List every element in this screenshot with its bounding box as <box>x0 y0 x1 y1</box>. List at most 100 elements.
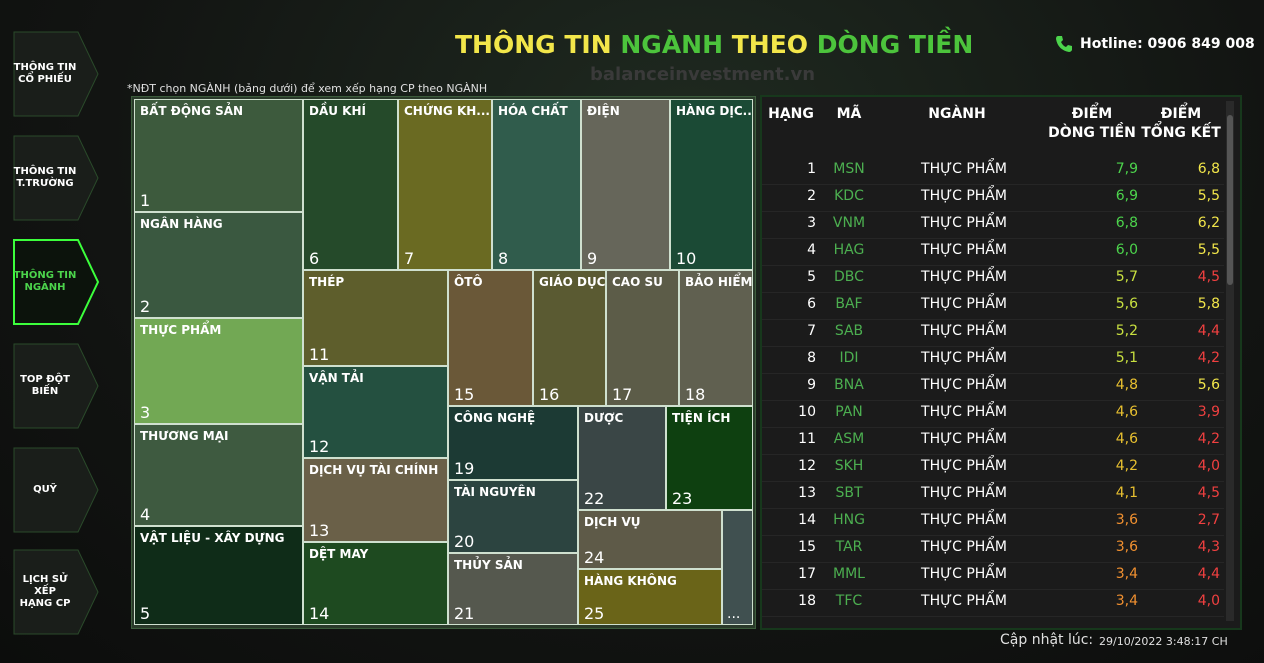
stock-code[interactable]: KDC <box>834 188 864 204</box>
flow-score[interactable]: 5,6 <box>1115 296 1138 312</box>
rank[interactable]: 14 <box>798 512 816 528</box>
stock-code[interactable]: DBC <box>834 269 864 285</box>
treemap-tile[interactable]: ÔTÔ 15 <box>448 270 533 406</box>
nav-button[interactable]: THÔNG TIN NGÀNH <box>12 238 102 326</box>
flow-score[interactable]: 4,6 <box>1115 431 1138 447</box>
sector[interactable]: THỰC PHẨM <box>921 458 1007 474</box>
stock-code[interactable]: MSN <box>833 161 865 177</box>
total-score[interactable]: 3,9 <box>1197 404 1220 420</box>
sector[interactable]: THỰC PHẨM <box>921 296 1007 312</box>
flow-score[interactable]: 3,6 <box>1115 539 1138 555</box>
total-score[interactable]: 4,4 <box>1197 566 1220 582</box>
treemap-tile[interactable]: VẬT LIỆU - XÂY DỰNG 5 <box>134 526 303 625</box>
total-score[interactable]: 4,2 <box>1197 350 1220 366</box>
nav-button[interactable]: TOP ĐỘT BIẾN <box>12 342 102 430</box>
stock-code[interactable]: PAN <box>835 404 863 420</box>
stock-code[interactable]: SKH <box>834 458 864 474</box>
total-score[interactable]: 4,0 <box>1197 593 1220 609</box>
treemap-tile[interactable]: TIỆN ÍCH 23 <box>666 406 753 510</box>
treemap-tile[interactable]: CÔNG NGHỆ 19 <box>448 406 578 480</box>
stock-code[interactable]: TFC <box>835 593 863 609</box>
rank[interactable]: 1 <box>807 161 816 177</box>
flow-score[interactable]: 4,2 <box>1115 458 1138 474</box>
treemap-tile[interactable]: GIÁO DỤC 16 <box>533 270 606 406</box>
total-score[interactable]: 4,0 <box>1197 458 1220 474</box>
flow-score[interactable]: 4,1 <box>1115 485 1138 501</box>
stock-code[interactable]: SAB <box>834 323 864 339</box>
stock-code[interactable]: VNM <box>832 215 866 231</box>
stock-code[interactable]: TAR <box>835 539 863 555</box>
treemap-tile[interactable]: HÀNG DỊC... 10 <box>670 99 753 270</box>
sector[interactable]: THỰC PHẨM <box>921 566 1007 582</box>
rank[interactable]: 2 <box>807 188 816 204</box>
treemap-tile[interactable]: HÀNG KHÔNG 25 <box>578 569 722 625</box>
sector[interactable]: THỰC PHẨM <box>921 350 1007 366</box>
treemap-tile[interactable]: DỊCH VỤ TÀI CHÍNH 13 <box>303 458 448 542</box>
flow-score[interactable]: 5,1 <box>1115 350 1138 366</box>
flow-score[interactable]: 6,9 <box>1115 188 1138 204</box>
treemap-tile[interactable]: THÉP 11 <box>303 270 448 366</box>
rank[interactable]: 10 <box>798 404 816 420</box>
sector[interactable]: THỰC PHẨM <box>921 215 1007 231</box>
stock-code[interactable]: HAG <box>833 242 865 258</box>
sector[interactable]: THỰC PHẨM <box>921 512 1007 528</box>
stock-code[interactable]: IDI <box>839 350 859 366</box>
stock-code[interactable]: BAF <box>835 296 863 312</box>
flow-score[interactable]: 4,8 <box>1115 377 1138 393</box>
total-score[interactable]: 2,7 <box>1197 512 1220 528</box>
treemap-tile[interactable]: DỊCH VỤ 24 <box>578 510 722 569</box>
total-score[interactable]: 4,5 <box>1197 269 1220 285</box>
treemap-tile[interactable]: CAO SU 17 <box>606 270 679 406</box>
stock-code[interactable]: SBT <box>835 485 863 501</box>
treemap-tile[interactable]: VẬN TẢI 12 <box>303 366 448 458</box>
sector[interactable]: THỰC PHẨM <box>921 269 1007 285</box>
total-score[interactable]: 4,4 <box>1197 323 1220 339</box>
rank[interactable]: 4 <box>807 242 816 258</box>
flow-score[interactable]: 5,7 <box>1115 269 1138 285</box>
treemap-tile[interactable]: TÀI NGUYÊN 20 <box>448 480 578 553</box>
sector[interactable]: THỰC PHẨM <box>921 404 1007 420</box>
sector[interactable]: THỰC PHẨM <box>921 323 1007 339</box>
treemap-tile[interactable]: DƯỢC 22 <box>578 406 666 510</box>
stock-code[interactable]: ASM <box>833 431 865 447</box>
flow-score[interactable]: 6,0 <box>1115 242 1138 258</box>
rank[interactable]: 9 <box>807 377 816 393</box>
total-score[interactable]: 5,5 <box>1197 242 1220 258</box>
nav-button[interactable]: LỊCH SỬ XẾP HẠNG CP <box>12 548 102 636</box>
rank[interactable]: 3 <box>807 215 816 231</box>
total-score[interactable]: 4,3 <box>1197 539 1220 555</box>
rank[interactable]: 7 <box>807 323 816 339</box>
sector[interactable]: THỰC PHẨM <box>921 161 1007 177</box>
treemap-tile[interactable]: THƯƠNG MẠI 4 <box>134 424 303 526</box>
treemap-tile[interactable]: BẢO HIỂM 18 <box>679 270 753 406</box>
sector[interactable]: THỰC PHẨM <box>921 539 1007 555</box>
treemap-tile[interactable]: THỦY SẢN 21 <box>448 553 578 625</box>
flow-score[interactable]: 7,9 <box>1115 161 1138 177</box>
nav-button[interactable]: THÔNG TIN CỔ PHIẾU <box>12 30 102 118</box>
rank[interactable]: 17 <box>798 566 816 582</box>
rank[interactable]: 18 <box>798 593 816 609</box>
stock-code[interactable]: MML <box>833 566 865 582</box>
rank[interactable]: 6 <box>807 296 816 312</box>
rank[interactable]: 12 <box>798 458 816 474</box>
rank[interactable]: 11 <box>798 431 816 447</box>
sector[interactable]: THỰC PHẨM <box>921 593 1007 609</box>
treemap-tile[interactable]: HÓA CHẤT 8 <box>492 99 581 270</box>
scrollbar[interactable] <box>1226 101 1234 621</box>
total-score[interactable]: 6,2 <box>1197 215 1220 231</box>
total-score[interactable]: 4,5 <box>1197 485 1220 501</box>
sector[interactable]: THỰC PHẨM <box>921 377 1007 393</box>
treemap-tile[interactable]: DỆT MAY 14 <box>303 542 448 625</box>
flow-score[interactable]: 3,4 <box>1115 566 1138 582</box>
flow-score[interactable]: 3,6 <box>1115 512 1138 528</box>
treemap-tile[interactable]: ĐIỆN 9 <box>581 99 670 270</box>
total-score[interactable]: 5,5 <box>1197 188 1220 204</box>
treemap-tile[interactable]: BẤT ĐỘNG SẢN 1 <box>134 99 303 212</box>
treemap-tile[interactable]: DẦU KHÍ 6 <box>303 99 398 270</box>
total-score[interactable]: 4,2 <box>1197 431 1220 447</box>
flow-score[interactable]: 5,2 <box>1115 323 1138 339</box>
flow-score[interactable]: 3,4 <box>1115 593 1138 609</box>
scroll-thumb[interactable] <box>1227 115 1233 285</box>
treemap-more[interactable]: ... <box>722 510 753 625</box>
total-score[interactable]: 5,6 <box>1197 377 1220 393</box>
